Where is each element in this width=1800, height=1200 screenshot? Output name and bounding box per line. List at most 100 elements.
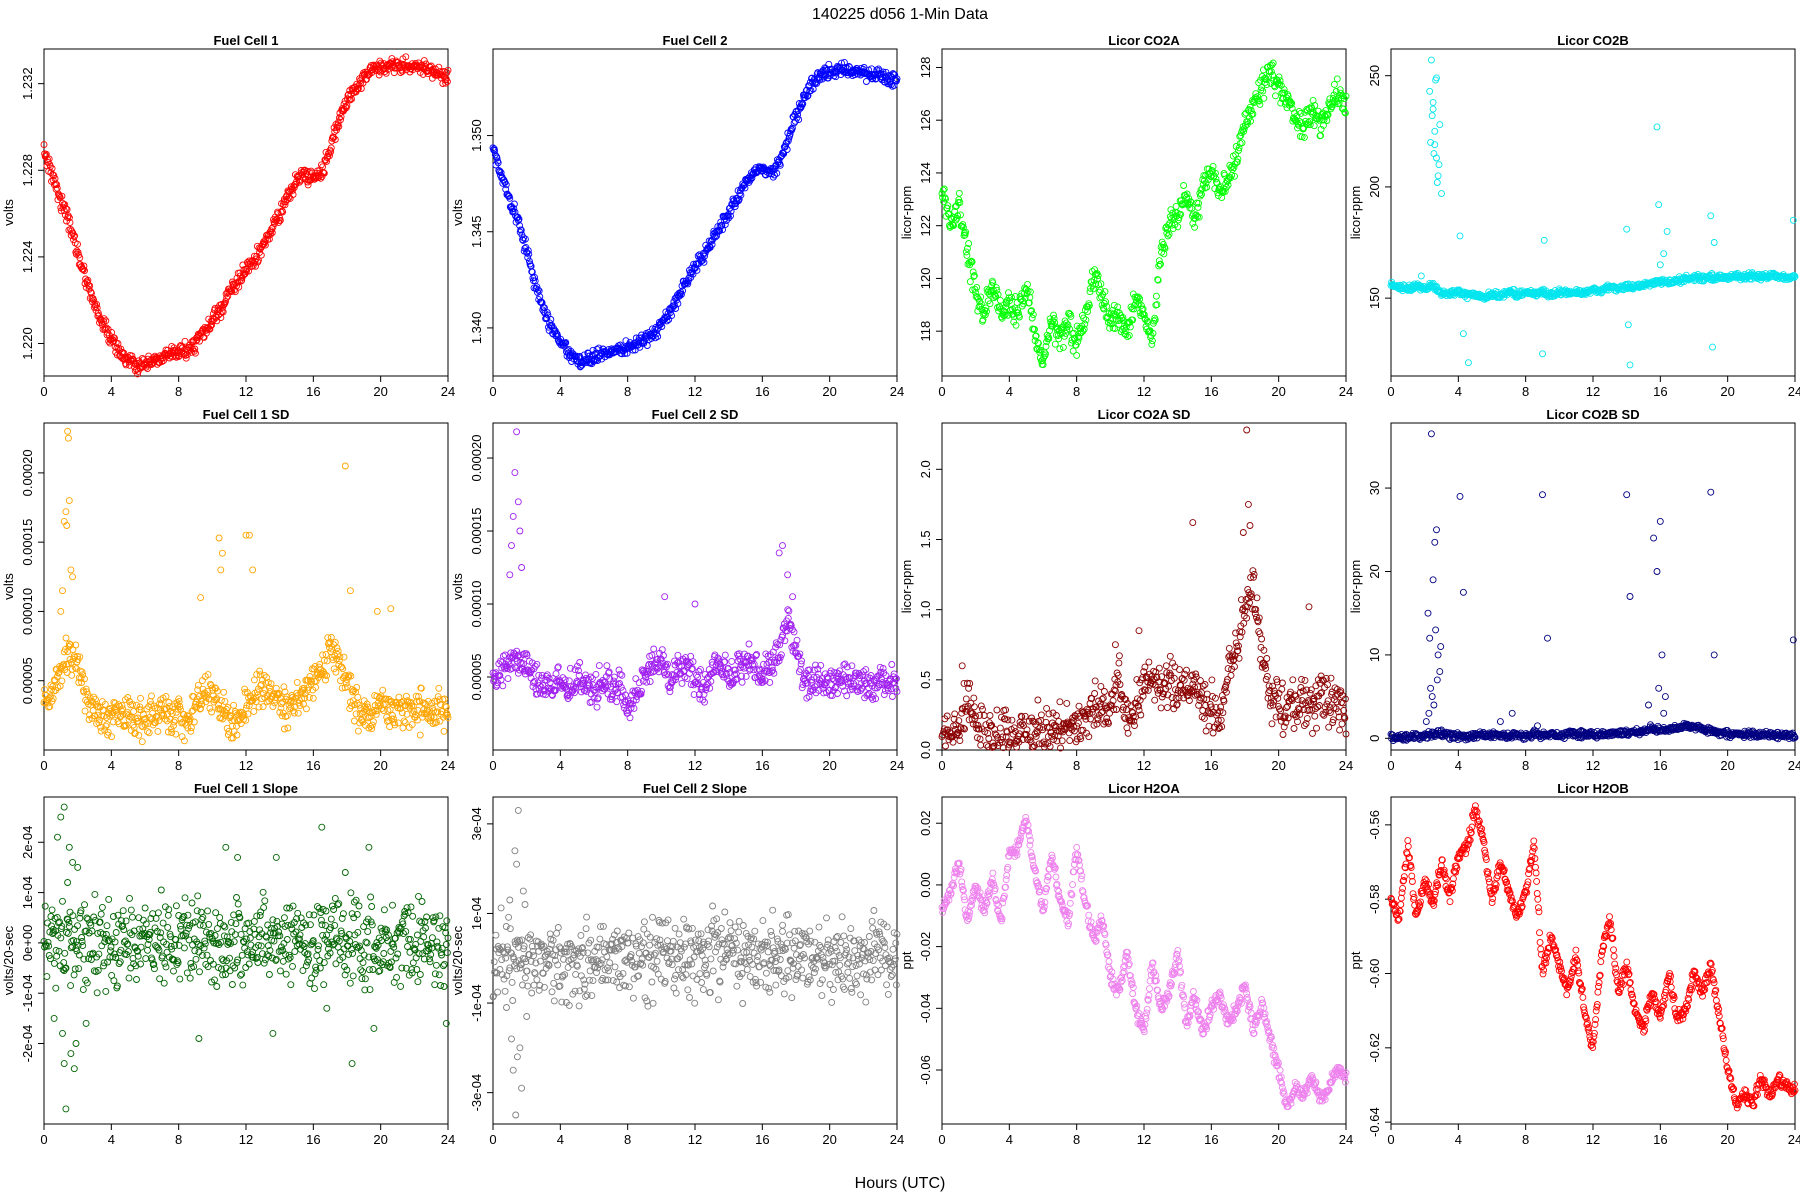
data-point bbox=[1028, 314, 1036, 322]
data-point bbox=[1106, 709, 1114, 717]
data-point bbox=[181, 337, 189, 345]
data-point bbox=[269, 703, 277, 711]
x-tick-label: 0 bbox=[40, 758, 47, 773]
data-point bbox=[1208, 676, 1216, 684]
data-point bbox=[339, 665, 347, 673]
data-point bbox=[502, 185, 510, 193]
y-tick-label: 0.00005 bbox=[469, 654, 484, 701]
data-point bbox=[379, 686, 387, 694]
data-point bbox=[1201, 681, 1209, 688]
data-point bbox=[442, 79, 450, 87]
data-point bbox=[593, 703, 601, 711]
data-point bbox=[983, 307, 990, 315]
data-point-outlier bbox=[661, 593, 669, 601]
data-point bbox=[50, 172, 58, 179]
data-points bbox=[489, 428, 901, 722]
data-point-outlier bbox=[217, 566, 225, 574]
data-point bbox=[970, 272, 978, 280]
data-point bbox=[1310, 122, 1318, 130]
data-point bbox=[746, 176, 754, 184]
data-point bbox=[130, 708, 138, 715]
data-point bbox=[708, 237, 715, 245]
data-point bbox=[705, 245, 713, 253]
data-point bbox=[892, 76, 900, 84]
data-point-outlier bbox=[1660, 250, 1668, 258]
x-tick-label: 0 bbox=[938, 384, 945, 399]
data-point bbox=[254, 256, 262, 264]
data-point bbox=[1157, 704, 1165, 712]
y-axis-label: volts bbox=[1, 573, 16, 600]
data-point bbox=[58, 192, 66, 200]
data-point bbox=[719, 226, 726, 234]
data-point bbox=[1045, 710, 1053, 718]
data-point bbox=[1227, 671, 1235, 679]
data-point bbox=[49, 176, 57, 184]
data-point bbox=[95, 311, 103, 319]
data-point bbox=[109, 333, 117, 341]
data-point bbox=[690, 260, 698, 268]
data-point bbox=[1100, 688, 1108, 695]
y-tick-label: 126 bbox=[918, 109, 933, 131]
data-point bbox=[888, 693, 896, 700]
x-tick-label: 12 bbox=[1586, 384, 1600, 399]
data-point bbox=[1145, 658, 1153, 666]
data-point bbox=[969, 268, 977, 276]
data-point-outlier bbox=[779, 542, 786, 550]
data-point bbox=[776, 161, 784, 169]
data-point bbox=[745, 640, 753, 648]
data-point bbox=[1091, 266, 1099, 274]
x-tick-label: 20 bbox=[1271, 758, 1285, 773]
data-point bbox=[598, 355, 606, 363]
data-point-outlier bbox=[1427, 56, 1435, 64]
data-point bbox=[355, 81, 363, 89]
data-point bbox=[91, 302, 99, 310]
data-point bbox=[491, 151, 499, 159]
y-tick-label: 1.0 bbox=[918, 601, 933, 619]
data-point bbox=[986, 300, 994, 308]
data-point bbox=[335, 114, 343, 122]
y-tick-label: 0.00020 bbox=[469, 435, 484, 482]
data-point bbox=[728, 657, 736, 665]
data-point bbox=[784, 137, 792, 145]
data-point-outlier bbox=[691, 600, 699, 608]
data-point bbox=[1106, 324, 1114, 332]
data-point bbox=[492, 161, 500, 169]
data-point bbox=[79, 266, 87, 274]
y-tick-label: 1.345 bbox=[469, 215, 484, 248]
data-point bbox=[1051, 340, 1059, 348]
data-point bbox=[369, 718, 377, 726]
data-point bbox=[441, 73, 448, 81]
data-point bbox=[545, 323, 552, 331]
data-point bbox=[62, 205, 70, 213]
data-point bbox=[504, 675, 512, 683]
data-point bbox=[689, 270, 697, 278]
data-point bbox=[294, 709, 302, 717]
data-point bbox=[802, 91, 810, 99]
data-points bbox=[1387, 56, 1799, 369]
data-point bbox=[131, 359, 139, 367]
x-tick-label: 20 bbox=[822, 384, 836, 399]
data-point bbox=[952, 202, 960, 210]
data-point bbox=[982, 304, 990, 312]
data-point bbox=[208, 708, 216, 716]
data-point bbox=[292, 180, 300, 188]
data-point bbox=[111, 334, 118, 342]
data-point bbox=[398, 67, 406, 75]
data-point bbox=[192, 337, 200, 345]
data-point bbox=[971, 285, 979, 293]
data-point bbox=[68, 671, 76, 679]
data-point bbox=[335, 123, 343, 130]
x-tick-label: 0 bbox=[40, 384, 47, 399]
data-point bbox=[1045, 335, 1053, 343]
data-point bbox=[976, 302, 984, 310]
data-point bbox=[337, 113, 345, 121]
data-point bbox=[1091, 677, 1099, 685]
data-point bbox=[1102, 298, 1110, 306]
data-point bbox=[103, 721, 111, 729]
data-point bbox=[592, 670, 600, 678]
data-point bbox=[1010, 318, 1018, 326]
data-point bbox=[942, 195, 949, 203]
data-point bbox=[650, 645, 658, 653]
data-point bbox=[1080, 325, 1088, 333]
